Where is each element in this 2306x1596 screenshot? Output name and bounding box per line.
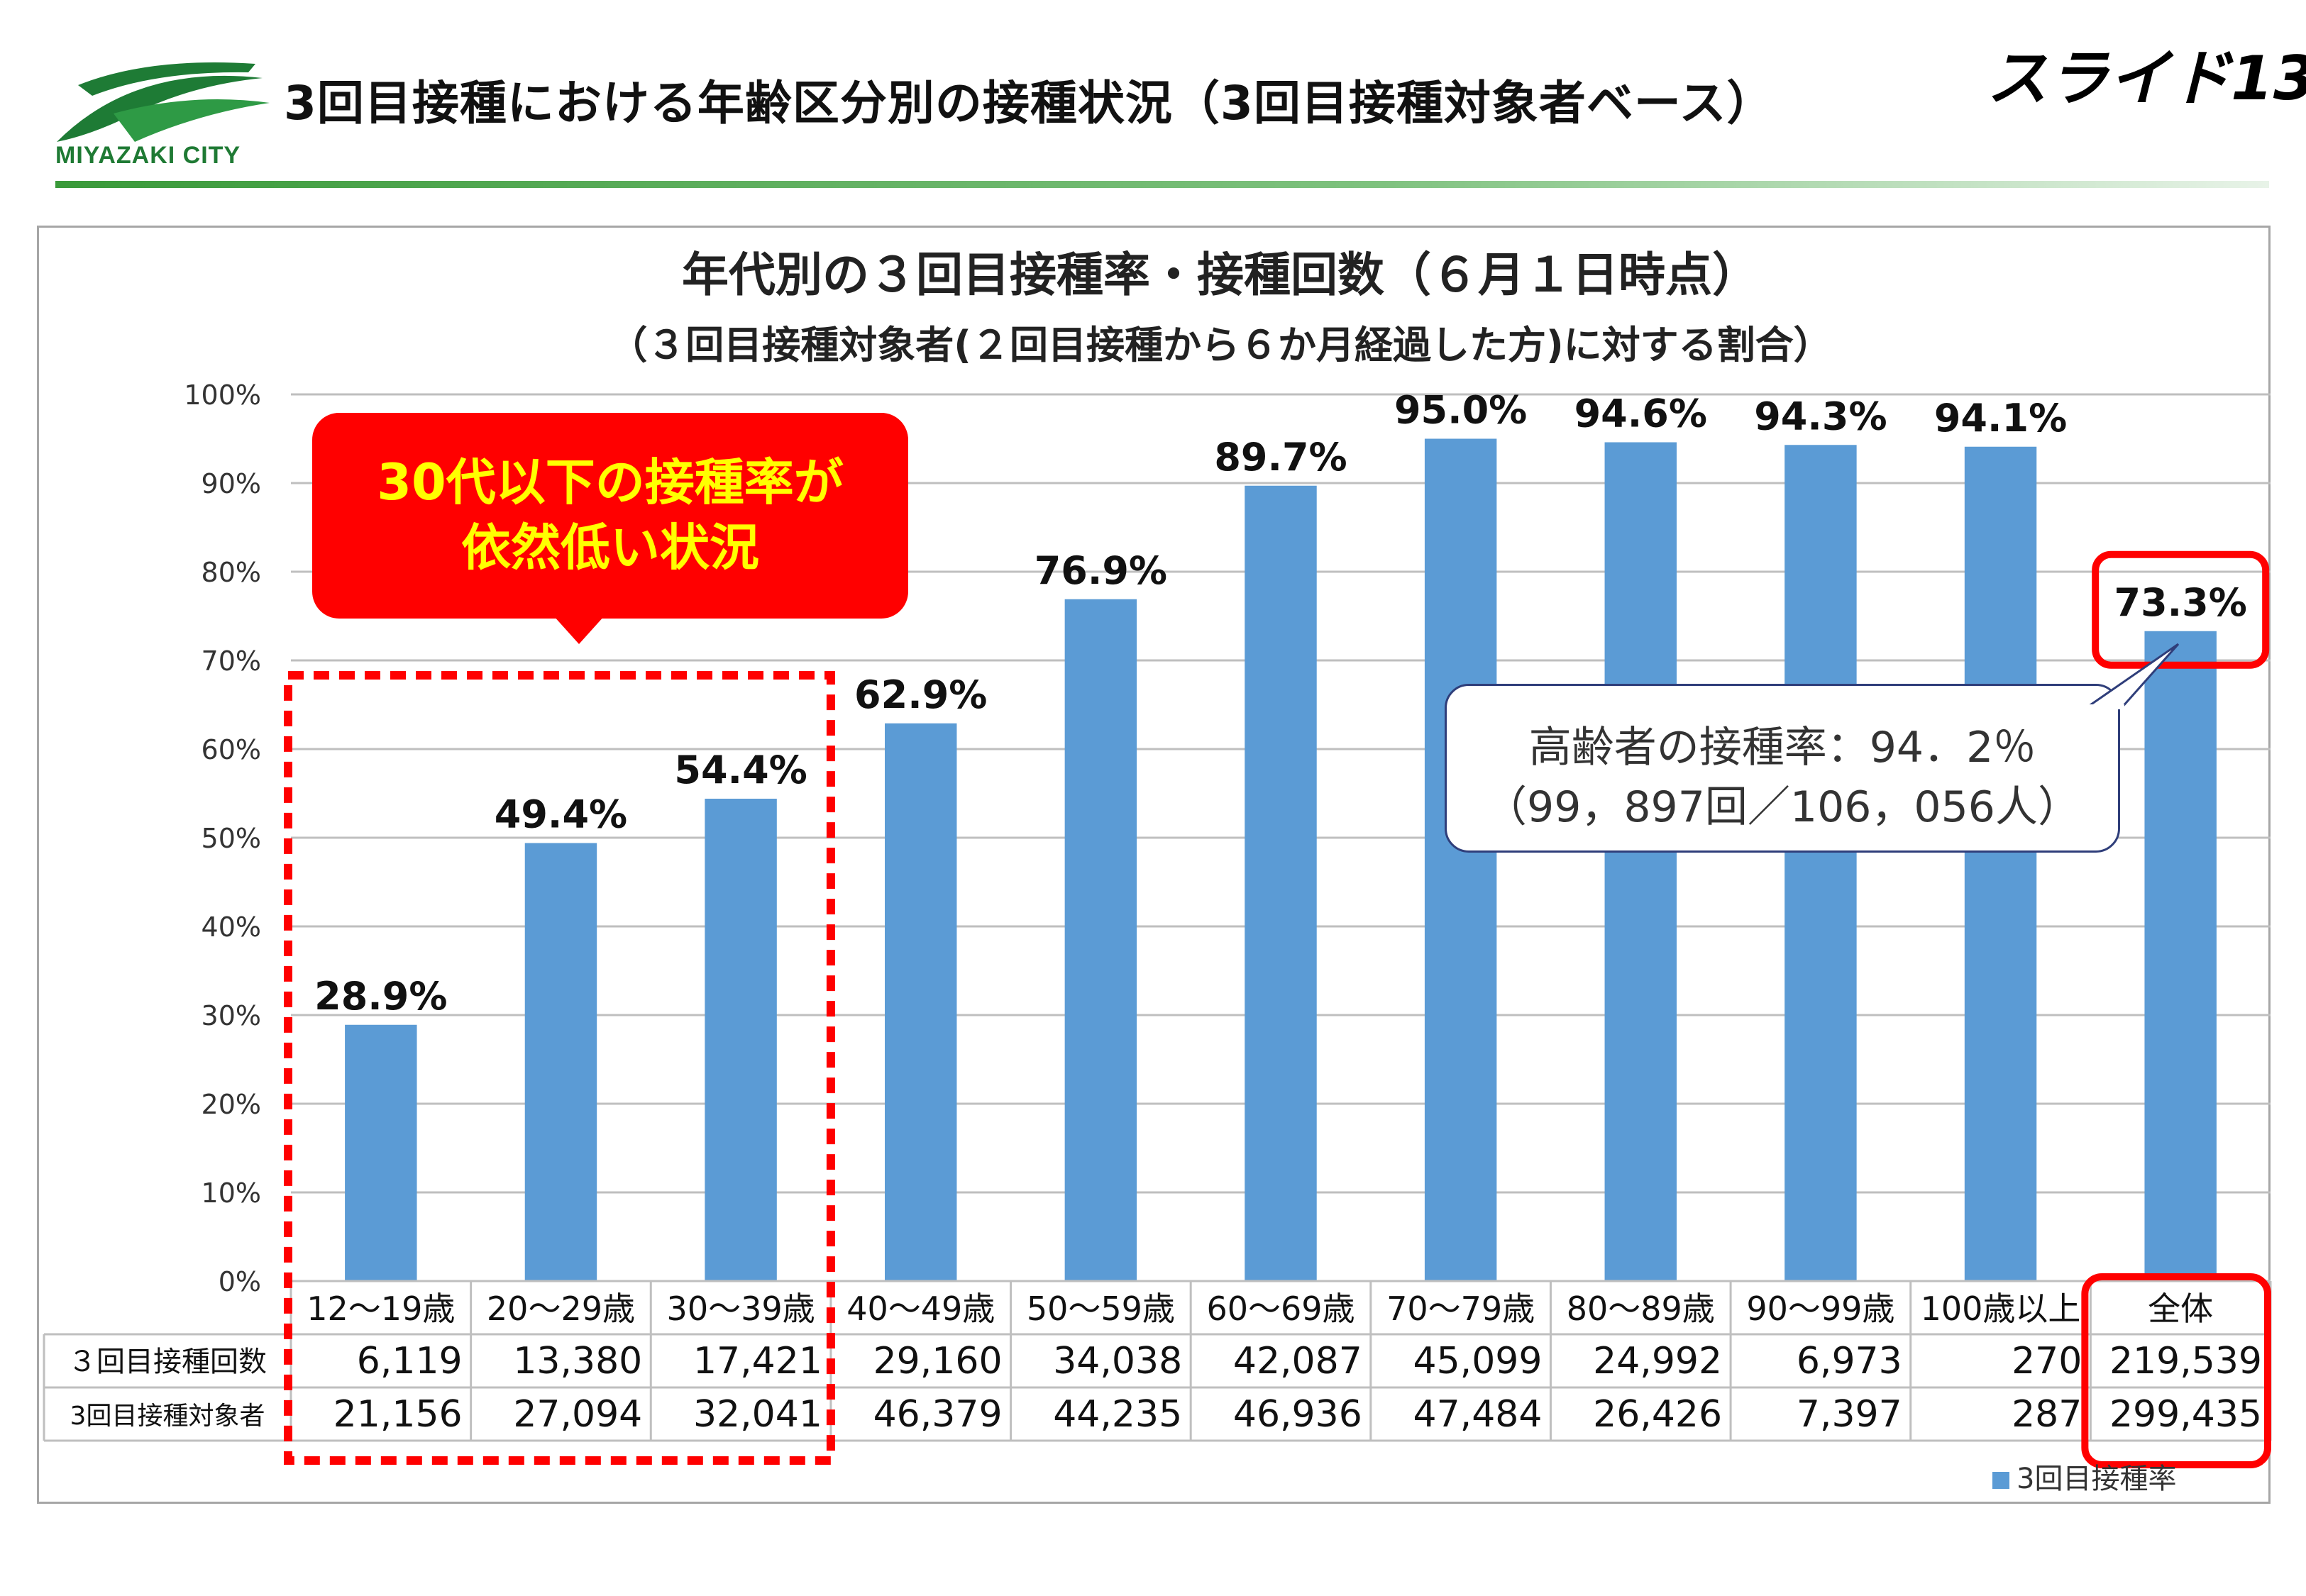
- bar: [1964, 446, 2037, 1281]
- legend-swatch: [1992, 1472, 2009, 1489]
- chart-legend: 3回目接種率: [1992, 1456, 2176, 1497]
- y-tick-label: 50%: [202, 823, 261, 854]
- y-tick-label: 40%: [202, 911, 261, 943]
- x-category-label: 50～59歳: [1027, 1290, 1175, 1328]
- y-tick-label: 60%: [202, 734, 261, 765]
- data-label: 76.9%: [1035, 548, 1167, 593]
- bar: [1064, 599, 1137, 1281]
- bar: [345, 1024, 417, 1281]
- low-rate-callout-line1: 30代以下の接種率が: [377, 453, 844, 511]
- bar: [524, 843, 597, 1281]
- bar: [1424, 438, 1497, 1281]
- table-cell: 219,539: [2109, 1340, 2262, 1382]
- chart-subtitle: （３回目接種対象者(２回目接種から６か月経過した方)に対する割合）: [609, 323, 1831, 367]
- x-category-label: 70～79歳: [1386, 1290, 1535, 1328]
- table-cell: 13,380: [513, 1340, 642, 1382]
- x-category-label: 40～49歳: [846, 1290, 995, 1328]
- bar: [1784, 445, 1857, 1281]
- y-tick-label: 0%: [219, 1266, 261, 1297]
- elderly-rate-line1: 高齢者の接種率：94．2％: [1528, 723, 2036, 772]
- bar: [885, 723, 957, 1281]
- low-rate-callout-line2: 依然低い状況: [461, 519, 759, 577]
- table-cell: 42,087: [1233, 1340, 1362, 1382]
- table-cell: 7,397: [1797, 1393, 1902, 1436]
- miyazaki-city-logo: [57, 62, 270, 142]
- x-category-label: 全体: [2148, 1290, 2213, 1328]
- x-category-label: 90～99歳: [1746, 1290, 1894, 1328]
- table-cell: 46,936: [1233, 1393, 1362, 1436]
- callout-pointer: [553, 616, 605, 644]
- table-cell: 24,992: [1593, 1340, 1722, 1382]
- bar: [2144, 631, 2217, 1281]
- table-cell: 34,038: [1053, 1340, 1182, 1382]
- table-cell: 26,426: [1593, 1393, 1722, 1436]
- slide-number-label: スライド13: [1987, 43, 2306, 114]
- table-cell: 6,973: [1797, 1340, 1902, 1382]
- total-column-highlight: [2081, 1273, 2271, 1468]
- chart-frame: [37, 226, 2271, 1504]
- table-cell: 45,099: [1413, 1340, 1543, 1382]
- legend-label: 3回目接種率: [2017, 1463, 2177, 1495]
- table-cell: 6,119: [357, 1340, 463, 1382]
- data-label: 94.1%: [1934, 396, 2067, 440]
- y-tick-label: 20%: [202, 1089, 261, 1120]
- table-cell: 29,160: [873, 1340, 1003, 1382]
- y-tick-label: 10%: [202, 1177, 261, 1209]
- table-cell: 21,156: [333, 1393, 463, 1436]
- data-label: 94.3%: [1754, 394, 1887, 438]
- table-cell: 27,094: [513, 1393, 642, 1436]
- header-divider: [55, 181, 2269, 188]
- elderly-callout-pointer: [2085, 643, 2180, 709]
- data-label: 95.0%: [1394, 388, 1527, 433]
- data-label: 89.7%: [1214, 435, 1347, 480]
- table-cell: 299,435: [2109, 1393, 2262, 1436]
- table-row-label: 3回目接種対象者: [70, 1402, 265, 1431]
- x-category-label: 80～89歳: [1567, 1290, 1715, 1328]
- data-label: 28.9%: [314, 974, 447, 1019]
- overall-rate-highlight: [2092, 550, 2270, 669]
- table-cell: 47,484: [1413, 1393, 1543, 1436]
- x-category-label: 20～29歳: [487, 1290, 635, 1328]
- data-label: 73.3%: [2114, 580, 2247, 625]
- data-label: 94.6%: [1574, 392, 1707, 436]
- bar: [1604, 442, 1677, 1281]
- data-label: 62.9%: [854, 672, 987, 717]
- x-category-label: 12～19歳: [307, 1290, 455, 1328]
- y-tick-label: 70%: [202, 645, 261, 677]
- bar: [705, 799, 777, 1281]
- logo-text: MIYAZAKI CITY: [55, 142, 241, 169]
- elderly-rate-callout: 高齢者の接種率：94．2％ （99，897回／106，056人）: [1445, 684, 2120, 853]
- table-cell: 270: [2012, 1340, 2082, 1382]
- elderly-rate-line2: （99，897回／106，056人）: [1484, 782, 2080, 832]
- y-tick-label: 30%: [202, 1000, 261, 1031]
- x-category-label: 100歳以上: [1921, 1290, 2081, 1328]
- y-tick-label: 90%: [202, 468, 261, 499]
- low-rate-callout: 30代以下の接種率が 依然低い状況: [312, 413, 908, 644]
- data-label: 54.4%: [674, 748, 807, 792]
- bar: [1245, 485, 1317, 1281]
- page-title: 3回目接種における年齢区分別の接種状況（3回目接種対象者ベース）: [284, 76, 1775, 131]
- data-label: 49.4%: [495, 792, 627, 837]
- table-cell: 17,421: [693, 1340, 822, 1382]
- table-cell: 46,379: [873, 1393, 1003, 1436]
- x-category-label: 30～39歳: [667, 1290, 815, 1328]
- table-row-label: ３回目接種回数: [68, 1346, 267, 1378]
- x-category-label: 60～69歳: [1206, 1290, 1355, 1328]
- y-tick-label: 80%: [202, 557, 261, 588]
- table-cell: 287: [2012, 1393, 2082, 1436]
- table-cell: 44,235: [1053, 1393, 1182, 1436]
- y-tick-label: 100%: [184, 379, 261, 411]
- chart-title: 年代別の３回目接種率・接種回数（６月１日時点）: [682, 248, 1759, 302]
- table-cell: 32,041: [693, 1393, 822, 1436]
